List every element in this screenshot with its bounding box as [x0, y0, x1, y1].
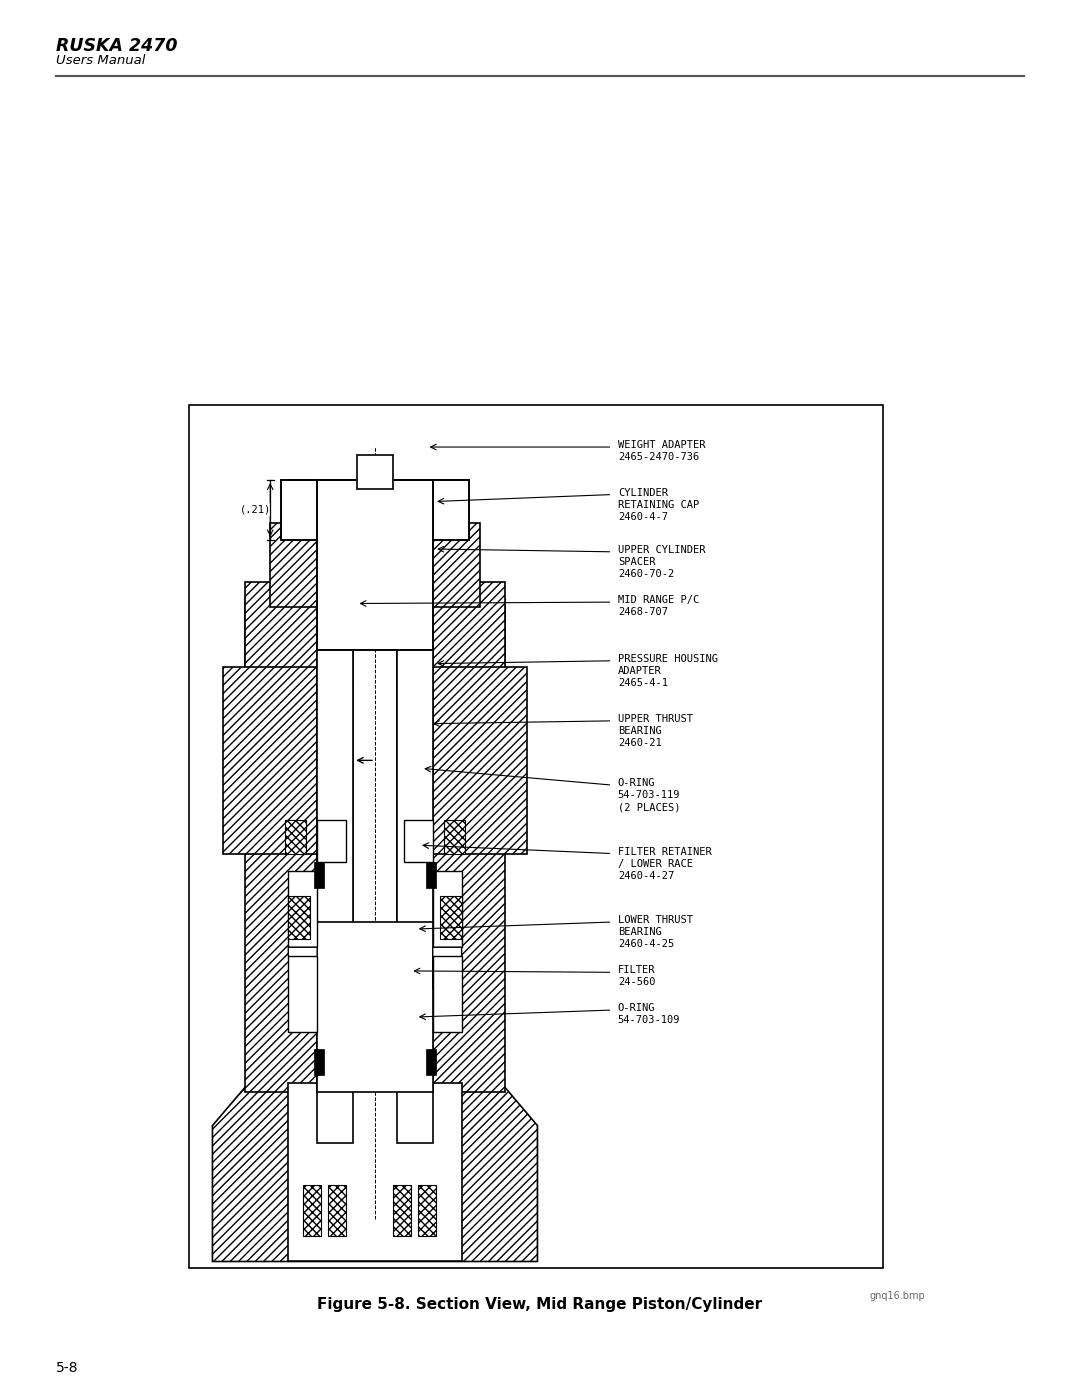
Bar: [318, 922, 433, 1091]
Text: FILTER RETAINER
/ LOWER RACE
2460-4-27: FILTER RETAINER / LOWER RACE 2460-4-27: [618, 847, 712, 880]
Bar: [245, 583, 318, 685]
Bar: [328, 1185, 346, 1236]
Text: RUSKA 2470: RUSKA 2470: [56, 36, 177, 54]
Bar: [433, 583, 505, 685]
Bar: [189, 405, 883, 1268]
Bar: [318, 522, 433, 608]
Bar: [281, 481, 469, 539]
Bar: [318, 481, 433, 650]
Bar: [270, 522, 480, 608]
Bar: [418, 1185, 436, 1236]
Bar: [433, 666, 527, 854]
Bar: [433, 599, 505, 1091]
Polygon shape: [288, 947, 318, 989]
Bar: [288, 1083, 461, 1261]
Bar: [433, 870, 461, 947]
Polygon shape: [433, 947, 461, 989]
Bar: [313, 1049, 324, 1074]
Text: gnq16.bmp: gnq16.bmp: [869, 1291, 926, 1301]
Bar: [288, 870, 318, 947]
Text: Figure 5-8. Section View, Mid Range Piston/Cylinder: Figure 5-8. Section View, Mid Range Pist…: [318, 1296, 762, 1312]
Text: LOWER THRUST
BEARING
2460-4-25: LOWER THRUST BEARING 2460-4-25: [618, 915, 692, 949]
Bar: [356, 454, 393, 489]
Bar: [393, 1185, 411, 1236]
Bar: [288, 897, 310, 939]
Text: O-RING
54-703-109: O-RING 54-703-109: [618, 1003, 680, 1025]
Text: UPPER CYLINDER
SPACER
2460-70-2: UPPER CYLINDER SPACER 2460-70-2: [618, 545, 705, 578]
Bar: [288, 956, 318, 1032]
Text: 5-8: 5-8: [56, 1361, 79, 1375]
Bar: [318, 531, 353, 1143]
Text: (.21): (.21): [240, 504, 271, 514]
Text: O-RING
54-703-119
(2 PLACES): O-RING 54-703-119 (2 PLACES): [618, 778, 680, 812]
Bar: [396, 685, 433, 1049]
Bar: [396, 531, 433, 1143]
Bar: [318, 616, 353, 685]
Bar: [318, 685, 353, 1049]
Bar: [440, 897, 461, 939]
Bar: [444, 820, 465, 854]
Text: Users Manual: Users Manual: [56, 54, 146, 67]
Bar: [313, 862, 324, 887]
Bar: [396, 616, 433, 685]
Bar: [285, 820, 307, 854]
Text: FILTER
24-560: FILTER 24-560: [618, 965, 656, 988]
Bar: [318, 820, 346, 862]
Bar: [224, 666, 318, 854]
Bar: [245, 666, 318, 854]
Text: PRESSURE HOUSING
ADAPTER
2465-4-1: PRESSURE HOUSING ADAPTER 2465-4-1: [618, 654, 718, 687]
Bar: [426, 1049, 436, 1074]
Text: MID RANGE P/C
2468-707: MID RANGE P/C 2468-707: [618, 595, 699, 617]
Text: WEIGHT ADAPTER
2465-2470-736: WEIGHT ADAPTER 2465-2470-736: [618, 440, 705, 462]
Bar: [245, 599, 318, 1091]
Bar: [302, 1185, 321, 1236]
Bar: [426, 862, 436, 887]
Bar: [433, 956, 461, 1032]
Bar: [404, 820, 433, 862]
Bar: [194, 412, 555, 1261]
Bar: [318, 599, 433, 1091]
Text: CYLINDER
RETAINING CAP
2460-4-7: CYLINDER RETAINING CAP 2460-4-7: [618, 488, 699, 521]
Polygon shape: [213, 1083, 538, 1261]
Text: UPPER THRUST
BEARING
2460-21: UPPER THRUST BEARING 2460-21: [618, 714, 692, 747]
